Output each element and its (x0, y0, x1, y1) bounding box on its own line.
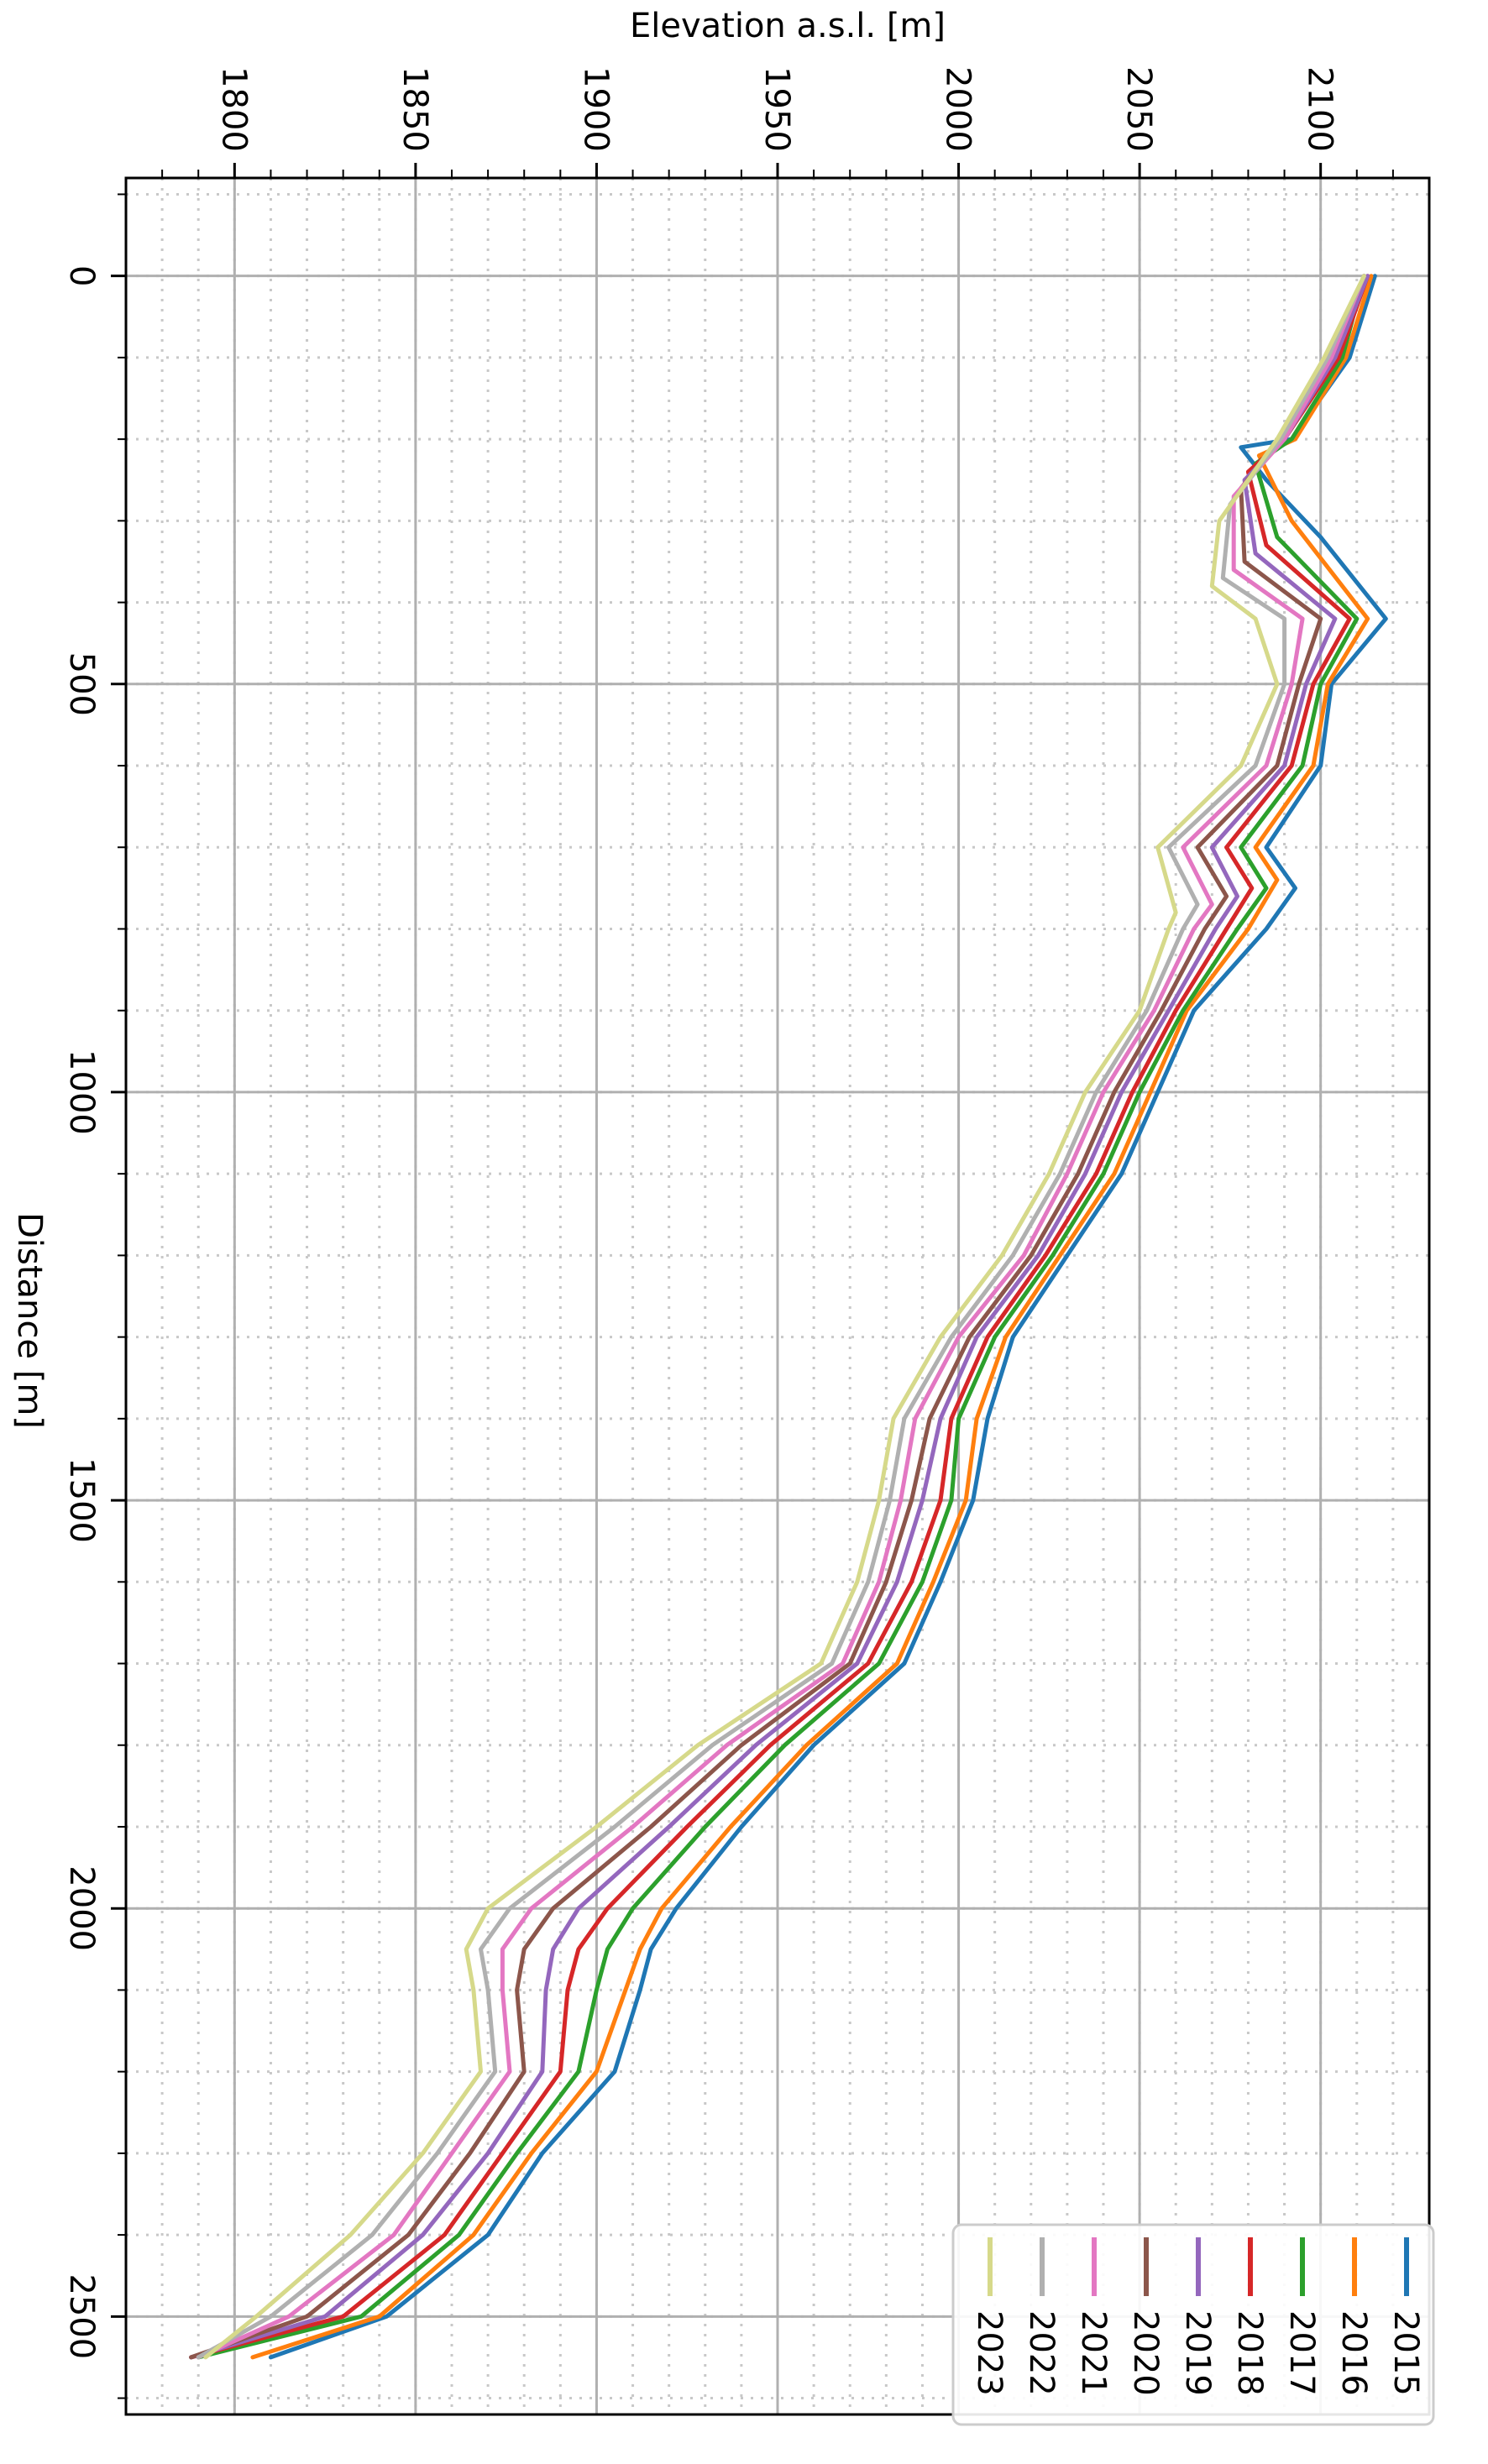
legend-box (951, 2223, 1435, 2426)
series-line-2020 (189, 274, 1366, 2360)
distance-tick-label: 1000 (62, 1049, 101, 1135)
distance-tick-label: 2500 (62, 2273, 101, 2359)
ticks (111, 163, 1394, 2399)
series-line-2017 (196, 274, 1366, 2360)
legend-label-2022: 2022 (1022, 2310, 1061, 2396)
elevation-tick-label: 1850 (396, 66, 434, 152)
series-line-2023 (203, 274, 1366, 2360)
series-line-2018 (189, 274, 1370, 2360)
major-grid (126, 178, 1429, 2414)
series-line-2015 (268, 274, 1388, 2360)
legend-label-2016: 2016 (1334, 2310, 1373, 2396)
distance-tick-label: 1500 (62, 1457, 101, 1543)
distance-tick-label: 2000 (62, 1865, 101, 1951)
legend-label-2018: 2018 (1230, 2310, 1269, 2396)
legend-label-2019: 2019 (1178, 2310, 1217, 2396)
series-line-2022 (196, 274, 1366, 2360)
elevation-tick-label: 2100 (1301, 66, 1339, 152)
elevation-tick-label: 1950 (757, 66, 796, 152)
legend-label-2017: 2017 (1282, 2310, 1321, 2396)
series-layer (189, 274, 1388, 2360)
distance-tick-label: 0 (62, 265, 101, 286)
legend-label-2021: 2021 (1074, 2310, 1113, 2396)
series-line-2019 (189, 274, 1370, 2360)
legend-label-2020: 2020 (1126, 2310, 1165, 2396)
y-axis-label: Elevation a.s.l. [m] (630, 7, 946, 45)
distance-tick-label: 500 (62, 652, 101, 716)
legend-label-2015: 2015 (1386, 2310, 1425, 2396)
x-axis-label: Distance [m] (10, 1212, 49, 1429)
legend-label-2023: 2023 (970, 2310, 1009, 2396)
tick-labels: 1800 1850 1900 1950 2000 2050 2100 0 500 1000 1500… (62, 66, 1339, 2359)
elevation-tick-label: 1800 (214, 66, 253, 152)
elevation-tick-label: 2050 (1119, 66, 1158, 152)
series-line-2016 (250, 274, 1374, 2360)
elevation-tick-label: 2000 (939, 66, 977, 152)
series-line-2021 (196, 274, 1366, 2360)
legend: 2015 2016 2017 2018 2019 2020 2021 2022 2023 (951, 2223, 1435, 2426)
elevation-tick-label: 1900 (576, 66, 615, 152)
